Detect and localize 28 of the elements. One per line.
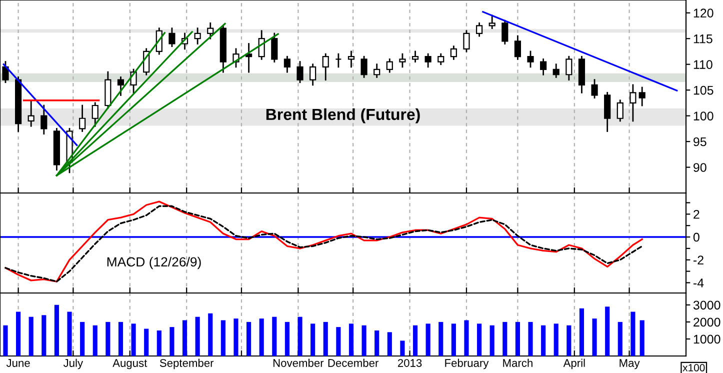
x-tick-label: May — [620, 359, 640, 370]
y-tick-label: -2 — [694, 256, 704, 264]
y-tick-label: -4 — [694, 278, 704, 288]
y-tick-label: 3000 — [693, 300, 720, 310]
y-tick-label: 100 — [694, 112, 714, 120]
y-tick-label: 2 — [694, 210, 700, 219]
x-tick-label: April — [563, 358, 585, 370]
text: x100 — [682, 364, 705, 372]
x-tick-label: March — [503, 358, 532, 367]
y-tick-label: 2000 — [694, 318, 720, 327]
x-tick-label: August — [112, 359, 148, 370]
y-tick-label: 90 — [694, 163, 706, 172]
y-tick-label: 95 — [694, 137, 706, 146]
x-tick-label: September — [160, 358, 214, 370]
annotation: MACD (12/26/9) — [107, 256, 201, 270]
y-tick-label: 115 — [694, 34, 712, 44]
x-tick-label: 2013 — [398, 359, 422, 367]
x-tick-label: November — [273, 358, 324, 367]
y-tick-label: 120 — [694, 8, 714, 18]
x-tick-label: December — [328, 358, 379, 367]
x-tick-label: February — [445, 358, 489, 370]
y-tick-label: 105 — [694, 86, 714, 95]
text: Brent Blend (Future) — [266, 108, 420, 124]
x-tick-label: July — [63, 358, 84, 370]
y-tick-label: 110 — [694, 60, 712, 69]
y-tick-label: 0 — [693, 232, 700, 242]
x-tick-label: June — [6, 359, 30, 367]
y-tick-label: 1000 — [694, 334, 720, 344]
